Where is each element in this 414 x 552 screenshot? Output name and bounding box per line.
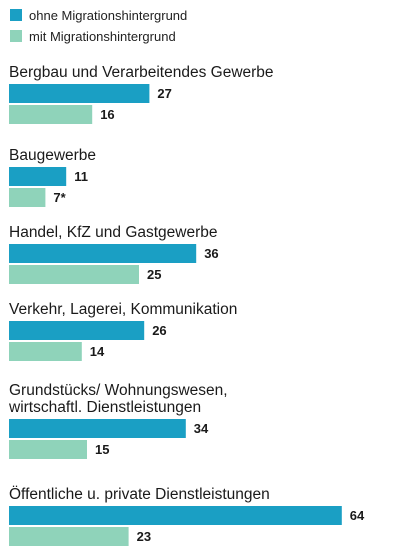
bar — [9, 342, 82, 361]
data-label: 64 — [350, 508, 365, 523]
category-group: Öffentliche u. private Dienstleistungen 6… — [9, 485, 365, 546]
legend-label-1: ohne Migrationshintergrund — [29, 8, 187, 23]
bar — [9, 105, 93, 124]
data-label: 11 — [74, 169, 88, 184]
category-group: Grundstücks/ Wohnungswesen,wirtschaftl. … — [8, 382, 228, 459]
category-label: Öffentliche u. private Dienstleistungen — [9, 485, 270, 503]
data-label: 14 — [90, 344, 105, 359]
bar — [9, 84, 150, 103]
legend: ohne Migrationshintergrund mit Migrations… — [10, 8, 187, 44]
category-label: Grundstücks/ Wohnungswesen, — [9, 382, 228, 399]
category-label: Verkehr, Lagerei, Kommunikation — [9, 301, 237, 318]
legend-label-2: mit Migrationshintergrund — [29, 29, 176, 44]
data-label: 16 — [100, 107, 114, 122]
category-group: Handel, KfZ und Gastgewerbe 36 25 — [9, 224, 219, 284]
data-label: 15 — [95, 442, 109, 457]
bar — [9, 506, 342, 525]
bar — [9, 265, 139, 284]
bar-groups: Bergbau und Verarbeitendes Gewerbe 27 16 Ba… — [8, 64, 365, 546]
bar — [9, 188, 46, 207]
bar — [9, 440, 87, 459]
category-label: Handel, KfZ und Gastgewerbe — [9, 224, 218, 241]
category-label: Baugewerbe — [9, 147, 96, 164]
data-label: 34 — [194, 421, 209, 436]
bar — [9, 244, 197, 263]
legend-swatch-1 — [10, 9, 22, 21]
category-group: Bergbau und Verarbeitendes Gewerbe 27 16 — [9, 64, 274, 124]
category-group: Verkehr, Lagerei, Kommunikation 26 14 — [9, 301, 237, 361]
data-label: 27 — [157, 86, 171, 101]
bar — [9, 321, 145, 340]
category-group: Baugewerbe 11 7* — [9, 147, 96, 207]
legend-swatch-2 — [10, 30, 22, 42]
data-label: 36 — [204, 246, 218, 261]
data-label: 26 — [152, 323, 166, 338]
category-label: wirtschaftl. Dienstleistungen — [8, 399, 201, 416]
bar — [9, 167, 67, 186]
data-label: 25 — [147, 267, 161, 282]
bar — [9, 527, 129, 546]
category-label: Bergbau und Verarbeitendes Gewerbe — [9, 64, 274, 81]
data-label: 23 — [137, 529, 151, 544]
data-label: 7* — [53, 190, 66, 205]
bar — [9, 419, 186, 438]
